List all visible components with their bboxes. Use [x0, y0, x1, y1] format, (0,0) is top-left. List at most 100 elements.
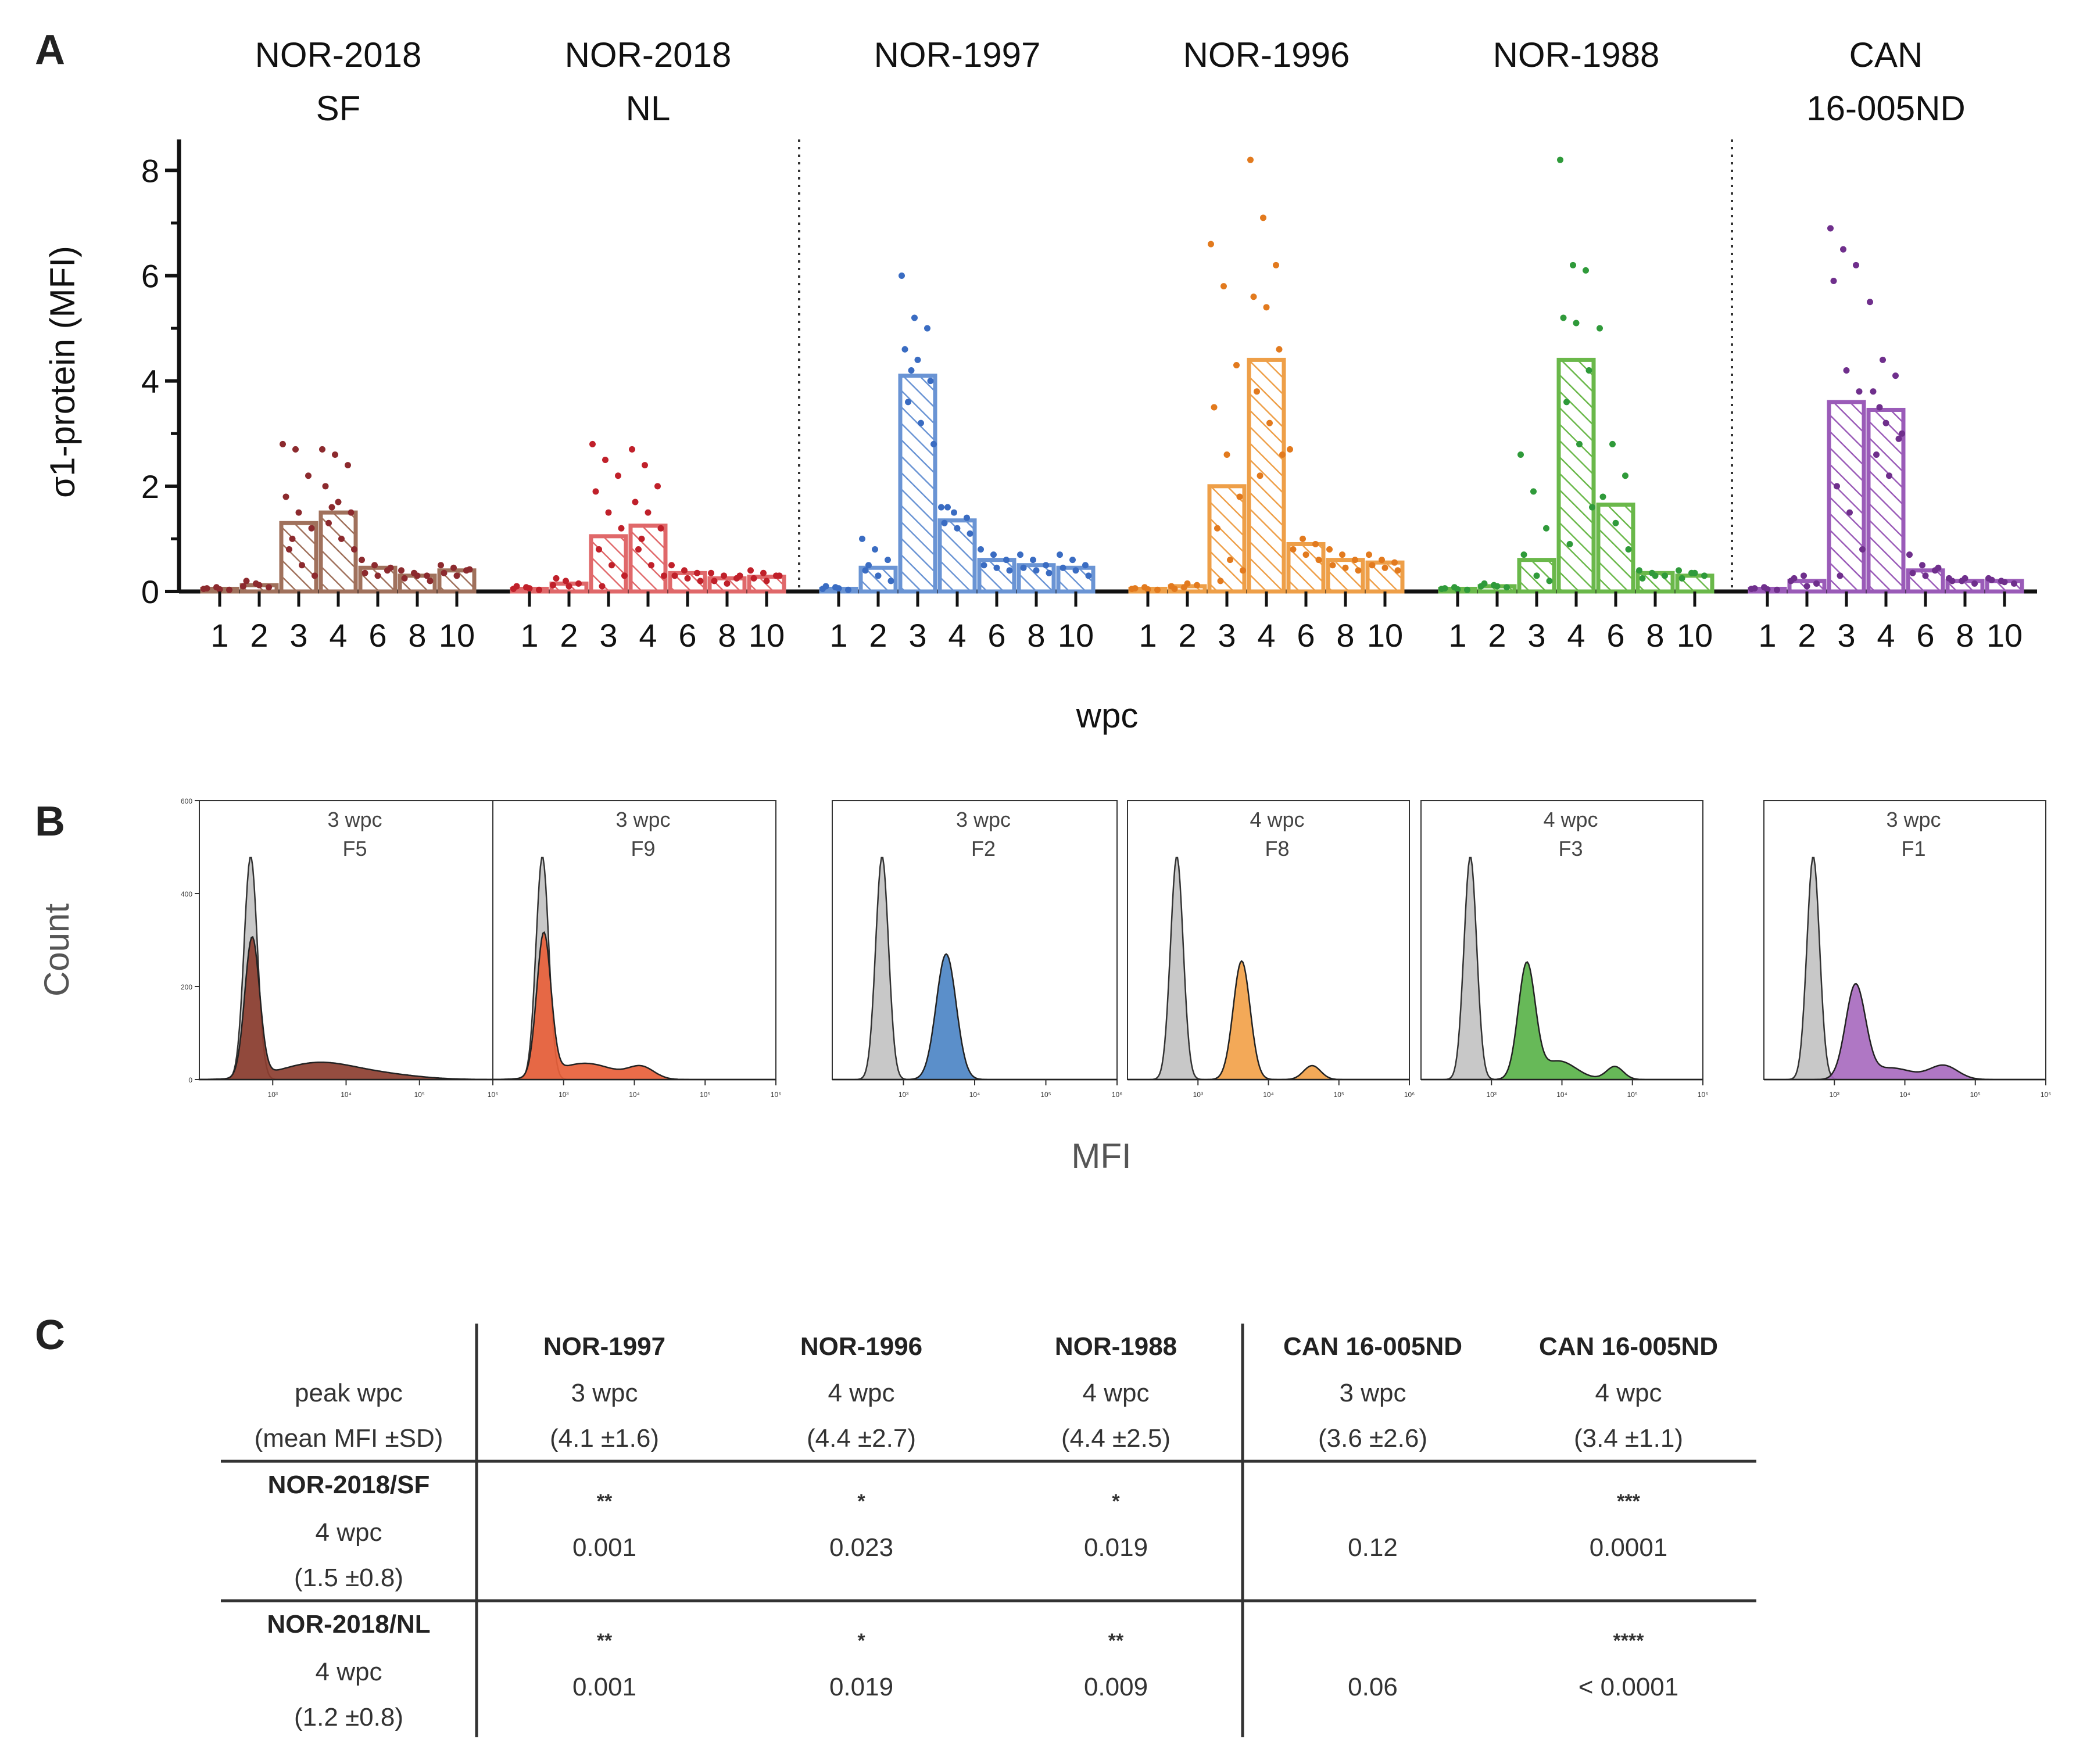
data-point [1935, 564, 1942, 571]
x-tick-label: 4 [1567, 617, 1585, 654]
data-point [1315, 557, 1322, 564]
data-point [721, 572, 727, 579]
data-point [978, 546, 984, 553]
histogram-x-tick-label: 10⁴ [1556, 1091, 1567, 1099]
data-point [299, 562, 305, 569]
p-value-cell: 0.023 [829, 1533, 893, 1562]
data-point [226, 586, 232, 593]
data-point [1069, 557, 1076, 564]
data-point [763, 578, 770, 585]
data-point [621, 572, 628, 579]
x-tick-label: 8 [718, 617, 736, 654]
histogram-x-tick-label: 10⁵ [1627, 1091, 1638, 1099]
data-point [1840, 246, 1846, 253]
data-point [1279, 451, 1286, 458]
data-point [526, 585, 533, 592]
data-point [671, 572, 678, 579]
x-tick-label: 6 [678, 617, 696, 654]
data-point [1895, 435, 1902, 442]
data-point [1876, 404, 1883, 411]
histogram-x-tick-label: 10⁴ [1899, 1091, 1910, 1099]
p-value-cell: 0.019 [829, 1673, 893, 1701]
data-point [1566, 540, 1573, 547]
histogram-x-tick-label: 10³ [559, 1091, 568, 1099]
data-point [885, 557, 891, 564]
data-point [1899, 430, 1905, 437]
data-point [1381, 564, 1388, 571]
data-point [1573, 320, 1580, 327]
data-point [466, 566, 473, 573]
x-tick-label: 4 [1877, 617, 1895, 654]
data-point [1971, 580, 1978, 587]
data-point [1085, 572, 1092, 579]
data-point [553, 575, 560, 582]
x-tick-label: 10 [1677, 617, 1713, 654]
data-point [1652, 572, 1659, 579]
histogram-fish-label: F2 [971, 837, 996, 861]
x-axis-label: wpc [1076, 696, 1139, 735]
data-point [1837, 572, 1844, 579]
data-point [286, 546, 292, 553]
sample-histogram [198, 935, 494, 1081]
count-axis-label: Count [37, 903, 76, 996]
data-point [2001, 579, 2008, 586]
x-tick-label: 6 [987, 617, 1005, 654]
data-point [911, 314, 918, 321]
mfi-axis-label: MFI [1071, 1136, 1131, 1175]
data-point [1880, 356, 1886, 363]
data-point [1662, 572, 1668, 579]
column-header-mfi: (3.4 ±1.1) [1574, 1424, 1683, 1453]
data-point [1144, 586, 1151, 593]
data-point [325, 519, 332, 526]
data-point [1006, 567, 1013, 574]
y-axis-label: σ1-protein (MFI) [43, 246, 82, 498]
data-point [1276, 346, 1283, 353]
data-point [1184, 580, 1191, 587]
data-point [1355, 567, 1362, 574]
row-header-mfi: (1.5 ±0.8) [294, 1564, 403, 1592]
histogram-y-tick-label: 400 [181, 890, 192, 898]
bar [1207, 484, 1247, 594]
data-point [1827, 225, 1834, 232]
x-tick-label: 6 [1606, 617, 1624, 654]
data-point [1583, 267, 1589, 274]
histogram-x-tick-label: 10⁵ [1334, 1091, 1344, 1099]
x-tick-label: 1 [1758, 617, 1776, 654]
data-point [918, 420, 924, 426]
x-tick-label: 8 [408, 617, 426, 654]
data-point [645, 509, 652, 516]
histogram-fish-label: F1 [1901, 837, 1925, 861]
data-point [1834, 483, 1840, 490]
bar [1556, 357, 1596, 594]
x-tick-label: 2 [1488, 617, 1506, 654]
column-header-mfi: (4.1 ±1.6) [550, 1424, 659, 1453]
data-point [845, 586, 851, 593]
data-point [629, 446, 635, 453]
x-tick-label: 2 [250, 617, 268, 654]
data-point [1494, 583, 1501, 590]
data-point [1033, 567, 1040, 574]
bar [898, 374, 937, 594]
data-point [901, 346, 908, 353]
histogram-x-tick-label: 10³ [1487, 1091, 1497, 1099]
data-point [1132, 585, 1139, 592]
data-point [632, 499, 639, 505]
strain-title: SF [316, 89, 361, 128]
histogram-x-tick-label: 10⁴ [341, 1091, 352, 1099]
data-point [964, 514, 970, 521]
data-point [289, 535, 296, 542]
y-tick-label: 0 [141, 573, 159, 610]
x-tick-label: 10 [1058, 617, 1094, 654]
histogram-x-tick-label: 10³ [1830, 1091, 1839, 1099]
data-point [1774, 586, 1780, 593]
data-point [1287, 446, 1293, 453]
data-point [859, 535, 865, 542]
data-point [361, 569, 368, 576]
data-point [1223, 451, 1230, 458]
data-point [1962, 575, 1968, 582]
histogram-x-tick-label: 10⁵ [1040, 1091, 1051, 1099]
data-point [980, 562, 987, 569]
data-point [450, 564, 457, 571]
row-header-wpc: 4 wpc [316, 1518, 382, 1547]
